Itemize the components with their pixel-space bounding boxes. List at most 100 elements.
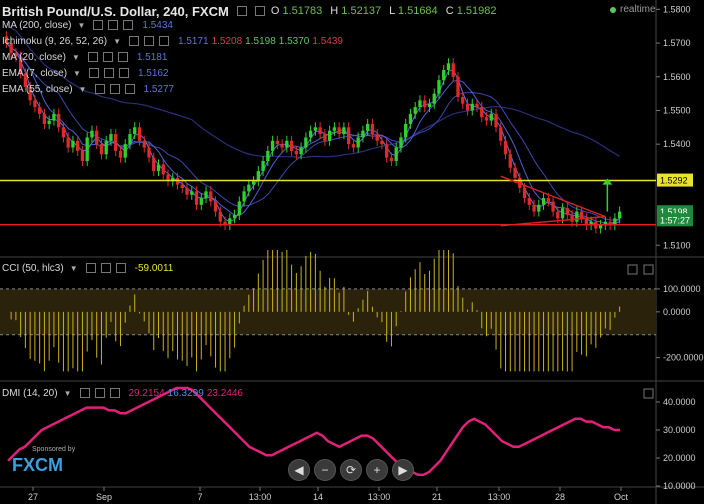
candle: [237, 201, 241, 215]
x-tick-label: 14: [313, 492, 323, 502]
candle: [475, 103, 479, 108]
x-tick-label: 7: [197, 492, 202, 502]
reset-button[interactable]: ⟳: [340, 459, 362, 481]
chevron-down-icon: ▼: [113, 36, 121, 46]
ma200-line: [5, 22, 620, 159]
candle: [209, 191, 213, 202]
candle: [551, 201, 555, 212]
candle: [261, 161, 265, 172]
candle: [104, 140, 108, 155]
candle: [228, 218, 232, 226]
candle: [14, 53, 18, 57]
legend-dmi[interactable]: DMI (14, 20) ▼ 29.2154 16.3299 23.2446: [2, 387, 243, 399]
x-tick-label: 27: [28, 492, 38, 502]
legend-ma200[interactable]: MA (200, close) ▼ 1.5434: [2, 19, 173, 31]
candle: [613, 218, 617, 226]
candle: [142, 140, 146, 148]
candle: [385, 144, 389, 158]
zoom-in-button[interactable]: +: [366, 459, 388, 481]
candle: [560, 208, 565, 219]
legend-cci[interactable]: CCI (50, hlc3) ▼ -59.0011: [2, 262, 174, 274]
close-icon: [117, 52, 128, 62]
legend-ema55[interactable]: EMA (55, close) ▼ 1.5277: [2, 83, 175, 95]
candle: [308, 130, 313, 138]
candle: [579, 211, 584, 219]
visibility-icon: [85, 263, 96, 273]
candle: [190, 191, 194, 195]
visibility-icon: [93, 20, 104, 30]
candle: [442, 70, 446, 81]
settings-icon: [103, 68, 114, 78]
zoom-out-button[interactable]: −: [314, 459, 336, 481]
candle: [218, 211, 222, 222]
price-badge-label: 1.5292: [660, 176, 688, 186]
chart-header: British Pound/U.S. Dollar, 240, FXCM O 1…: [2, 2, 502, 20]
candle: [294, 150, 299, 155]
x-tick-label: 13:00: [249, 492, 272, 502]
candle: [508, 154, 512, 168]
candle: [608, 221, 612, 226]
ma20-line: [6, 42, 620, 226]
candle: [109, 134, 113, 141]
realtime-indicator: realtime: [610, 4, 656, 15]
candle: [118, 150, 123, 158]
candle: [356, 137, 360, 148]
candle: [180, 184, 184, 188]
candle: [147, 147, 151, 158]
candle: [470, 103, 474, 111]
settings-icon: [109, 84, 120, 94]
settings-icon: [143, 36, 154, 46]
candle: [171, 177, 175, 182]
price-badge: [657, 173, 693, 187]
close-icon: [124, 84, 135, 94]
settings-icon: [100, 263, 111, 273]
ema55-line: [6, 42, 620, 221]
close-icon: [109, 388, 120, 398]
candle: [18, 56, 23, 74]
close-icon: [115, 263, 126, 273]
candle: [598, 225, 603, 229]
legend-ma20[interactable]: MA (20, close) ▼ 1.5181: [2, 51, 168, 63]
candle: [128, 134, 132, 145]
candle: [617, 211, 622, 219]
candle: [484, 117, 489, 121]
candle: [33, 100, 37, 108]
candle: [489, 113, 493, 121]
candle: [537, 204, 541, 212]
legend-ema7[interactable]: EMA (7, close) ▼ 1.5162: [2, 67, 169, 79]
visibility-icon[interactable]: [254, 6, 265, 16]
candle: [242, 191, 246, 202]
symbol-title[interactable]: British Pound/U.S. Dollar, 240, FXCM: [2, 3, 229, 19]
price-tick-label: 1.5700: [663, 38, 691, 48]
candle: [299, 147, 303, 155]
price-tick-label: 1.5600: [663, 72, 691, 82]
candle: [90, 130, 94, 138]
candle: [427, 103, 432, 108]
candle: [327, 130, 332, 141]
visibility-icon: [128, 36, 139, 46]
candle: [9, 43, 13, 54]
candle: [575, 211, 579, 222]
x-tick-label: 21: [432, 492, 442, 502]
legend-ichimoku[interactable]: Ichimoku (9, 26, 52, 26) ▼ 1.5171 1.5208 …: [2, 35, 343, 47]
candle: [342, 127, 346, 135]
candle: [95, 130, 99, 145]
scroll-right-button[interactable]: ▶: [392, 459, 414, 481]
chevron-down-icon: ▼: [73, 68, 81, 78]
candle: [66, 137, 70, 148]
price-tick-label: 1.5800: [663, 4, 691, 14]
candle: [37, 107, 42, 114]
scroll-left-button[interactable]: ◀: [288, 459, 310, 481]
candle: [223, 221, 227, 226]
price-tick-label: 1.5100: [663, 240, 691, 250]
settings-icon[interactable]: [236, 6, 247, 16]
visibility-icon: [88, 68, 99, 78]
candle: [556, 211, 560, 219]
candle: [584, 218, 589, 226]
pane-menu-icon: [643, 264, 654, 275]
price-badge: [657, 213, 693, 227]
candle: [570, 214, 574, 222]
dmi-tick-label: 40.0000: [663, 397, 696, 407]
